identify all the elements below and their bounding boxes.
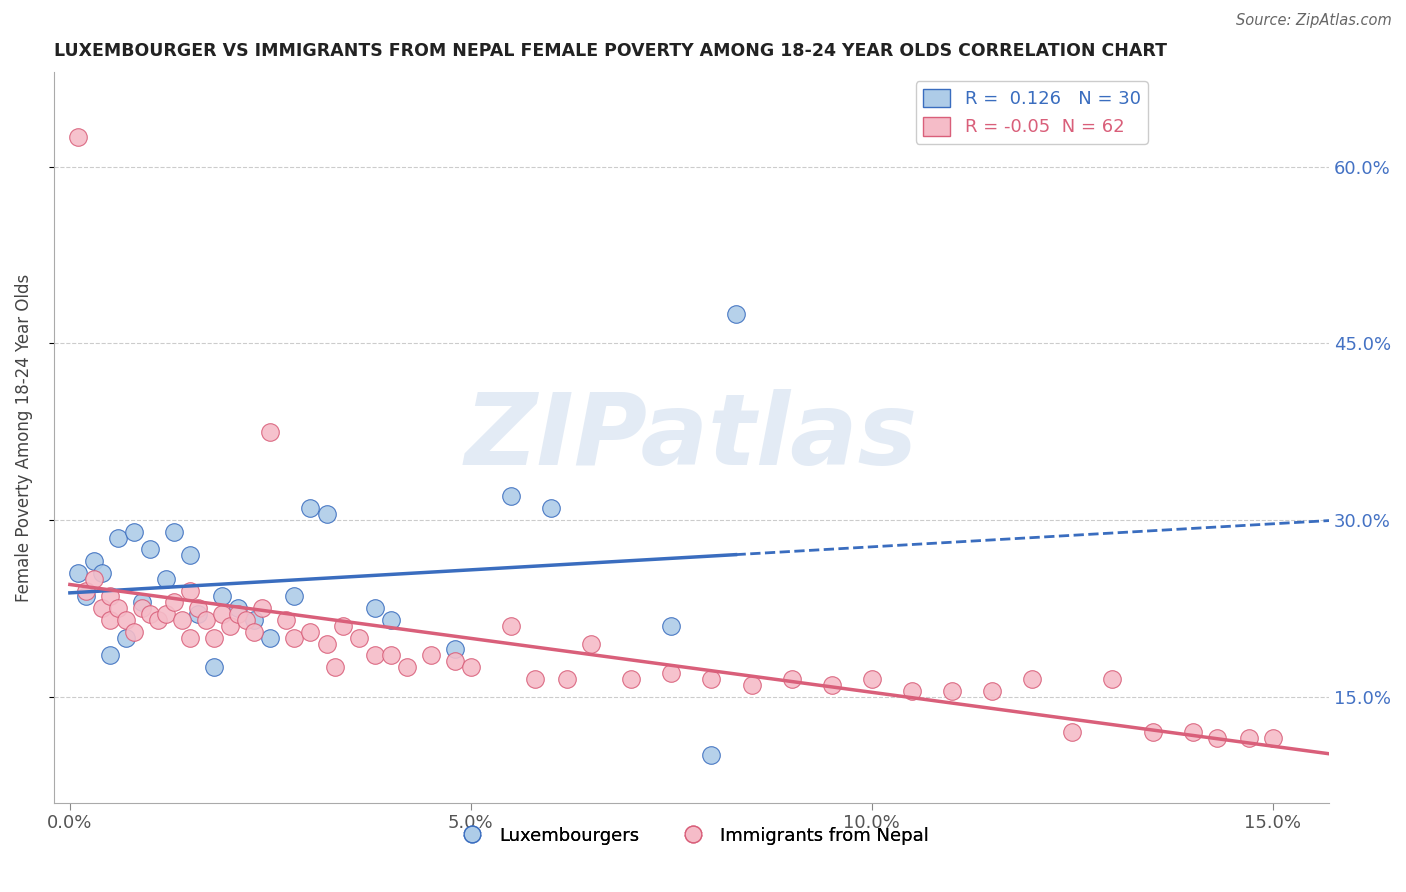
Point	[540, 501, 562, 516]
Point	[661, 619, 683, 633]
Point	[1261, 731, 1284, 745]
Point	[443, 642, 465, 657]
Point	[700, 672, 723, 686]
Point	[155, 572, 177, 586]
Point	[1237, 731, 1260, 745]
Point	[235, 613, 257, 627]
Point	[1021, 672, 1043, 686]
Point	[187, 601, 209, 615]
Point	[276, 613, 298, 627]
Point	[579, 637, 602, 651]
Point	[724, 307, 747, 321]
Point	[860, 672, 883, 686]
Point	[443, 654, 465, 668]
Point	[91, 566, 114, 580]
Point	[75, 590, 97, 604]
Point	[259, 425, 281, 439]
Point	[460, 660, 482, 674]
Point	[661, 666, 683, 681]
Point	[363, 648, 385, 663]
Y-axis label: Female Poverty Among 18-24 Year Olds: Female Poverty Among 18-24 Year Olds	[15, 273, 32, 601]
Text: Source: ZipAtlas.com: Source: ZipAtlas.com	[1236, 13, 1392, 29]
Point	[83, 572, 105, 586]
Point	[283, 631, 305, 645]
Point	[901, 683, 924, 698]
Point	[347, 631, 370, 645]
Point	[146, 613, 169, 627]
Point	[555, 672, 578, 686]
Point	[115, 631, 138, 645]
Point	[163, 524, 186, 539]
Point	[139, 542, 162, 557]
Point	[91, 601, 114, 615]
Point	[195, 613, 218, 627]
Point	[821, 678, 844, 692]
Point	[66, 566, 89, 580]
Point	[1062, 725, 1084, 739]
Point	[179, 631, 201, 645]
Point	[981, 683, 1004, 698]
Point	[155, 607, 177, 622]
Point	[499, 489, 522, 503]
Point	[395, 660, 418, 674]
Point	[780, 672, 803, 686]
Point	[139, 607, 162, 622]
Point	[202, 631, 225, 645]
Point	[131, 601, 153, 615]
Point	[163, 595, 186, 609]
Text: LUXEMBOURGER VS IMMIGRANTS FROM NEPAL FEMALE POVERTY AMONG 18-24 YEAR OLDS CORRE: LUXEMBOURGER VS IMMIGRANTS FROM NEPAL FE…	[53, 42, 1167, 60]
Point	[1142, 725, 1164, 739]
Point	[1101, 672, 1123, 686]
Point	[524, 672, 547, 686]
Point	[252, 601, 274, 615]
Point	[226, 601, 249, 615]
Point	[172, 613, 194, 627]
Point	[315, 507, 337, 521]
Point	[315, 637, 337, 651]
Point	[115, 613, 138, 627]
Point	[283, 590, 305, 604]
Point	[363, 601, 385, 615]
Point	[1181, 725, 1204, 739]
Point	[211, 607, 233, 622]
Point	[299, 501, 322, 516]
Point	[620, 672, 643, 686]
Legend: Luxembourgers, Immigrants from Nepal: Luxembourgers, Immigrants from Nepal	[447, 820, 936, 852]
Point	[1205, 731, 1227, 745]
Point	[66, 130, 89, 145]
Point	[299, 624, 322, 639]
Point	[380, 613, 402, 627]
Point	[211, 590, 233, 604]
Point	[122, 624, 145, 639]
Point	[499, 619, 522, 633]
Point	[332, 619, 354, 633]
Point	[107, 601, 129, 615]
Point	[98, 613, 121, 627]
Point	[243, 613, 266, 627]
Text: ZIPatlas: ZIPatlas	[465, 389, 918, 486]
Point	[941, 683, 963, 698]
Point	[419, 648, 441, 663]
Point	[226, 607, 249, 622]
Point	[98, 590, 121, 604]
Point	[122, 524, 145, 539]
Point	[243, 624, 266, 639]
Point	[219, 619, 242, 633]
Point	[700, 748, 723, 763]
Point	[380, 648, 402, 663]
Point	[75, 583, 97, 598]
Point	[323, 660, 346, 674]
Point	[83, 554, 105, 568]
Point	[187, 607, 209, 622]
Point	[131, 595, 153, 609]
Point	[259, 631, 281, 645]
Point	[741, 678, 763, 692]
Point	[202, 660, 225, 674]
Point	[179, 583, 201, 598]
Point	[179, 549, 201, 563]
Point	[98, 648, 121, 663]
Point	[107, 531, 129, 545]
